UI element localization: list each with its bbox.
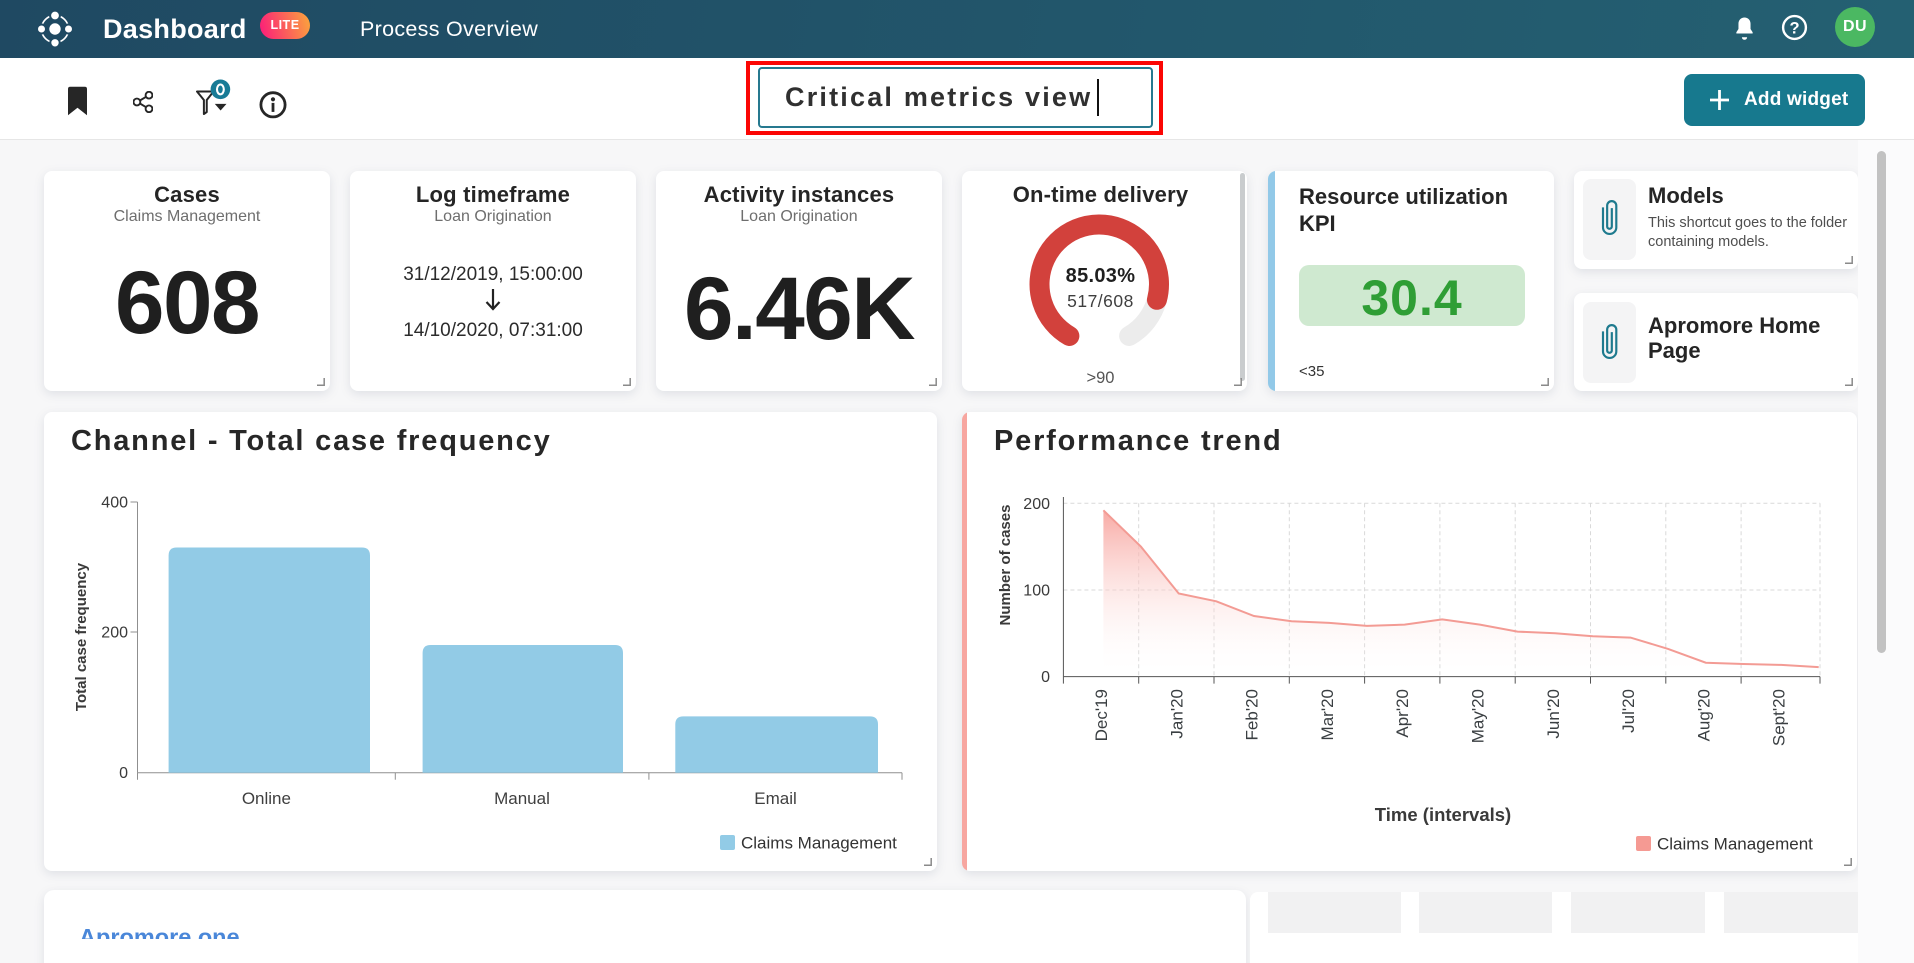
svg-text:Jul'20: Jul'20 [1619,689,1638,733]
svg-text:Apr'20: Apr'20 [1393,689,1412,738]
svg-text:Time (intervals): Time (intervals) [1375,804,1511,825]
svg-text:Feb'20: Feb'20 [1243,689,1262,740]
svg-text:Mar'20: Mar'20 [1318,689,1337,740]
svg-text:200: 200 [1023,496,1050,513]
svg-text:Claims Management: Claims Management [1657,835,1813,854]
svg-text:200: 200 [101,625,128,642]
svg-text:Jan'20: Jan'20 [1167,689,1186,739]
svg-text:Sept'20: Sept'20 [1770,689,1789,746]
svg-text:0: 0 [1041,669,1050,686]
svg-text:0: 0 [119,765,128,782]
svg-text:?: ? [1789,20,1799,38]
svg-text:Jun'20: Jun'20 [1544,689,1563,739]
svg-text:Dec'19: Dec'19 [1092,689,1111,741]
svg-text:400: 400 [101,495,128,512]
svg-text:Email: Email [754,789,797,808]
svg-text:Total case frequency: Total case frequency [73,562,90,711]
svg-text:100: 100 [1023,583,1050,600]
svg-text:Number of cases: Number of cases [997,505,1014,626]
svg-text:Manual: Manual [494,789,550,808]
svg-text:May'20: May'20 [1469,689,1488,743]
svg-text:Online: Online [242,789,291,808]
svg-text:Claims Management: Claims Management [741,834,897,853]
svg-text:Aug'20: Aug'20 [1694,689,1713,741]
